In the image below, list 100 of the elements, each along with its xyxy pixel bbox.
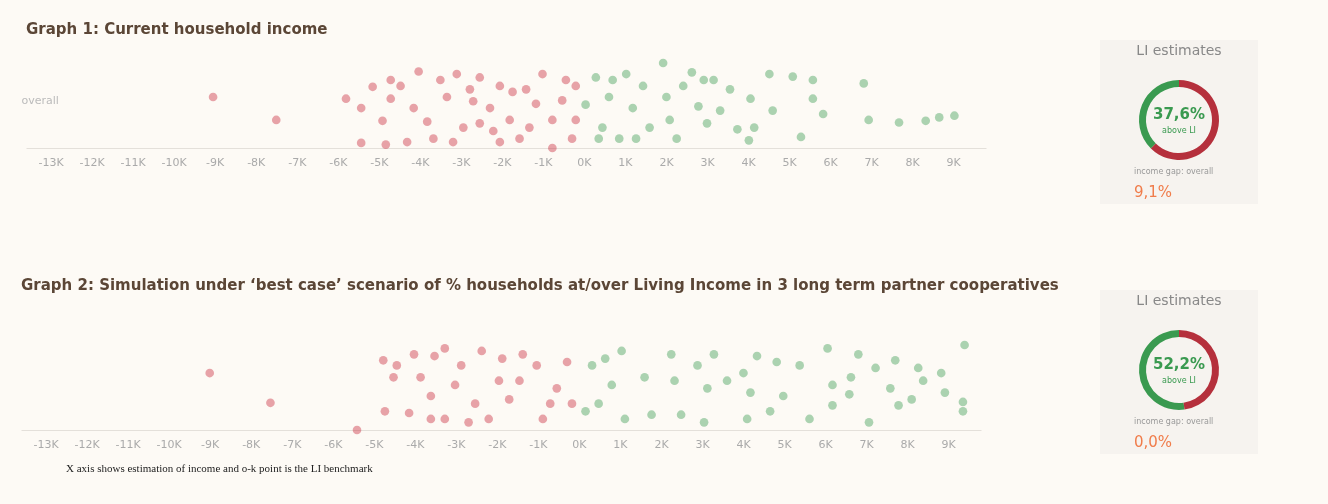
slice-label: above LI [1162,126,1196,135]
point [594,399,603,408]
point [871,363,880,373]
point [448,137,458,147]
point [356,103,366,113]
point [459,123,468,132]
point [854,350,863,359]
point [386,94,396,104]
point [742,414,752,424]
point [913,363,923,373]
x-tick-label: -9K [201,437,221,451]
point [788,72,798,81]
point [739,368,748,378]
data-label: 52,2% [1152,355,1206,373]
point [518,350,528,359]
y-axis-title: overall [21,93,59,107]
point [404,408,414,418]
x-tick-label: -4K [411,155,431,169]
point [440,344,450,353]
point [525,123,534,132]
point [430,351,439,361]
point [709,350,719,359]
x-tick-label: 9K [946,155,962,169]
point [422,117,432,126]
point [508,87,517,97]
x-tick-label: -6K [324,437,344,451]
point [620,414,630,424]
point [470,399,480,408]
point [426,414,436,424]
x-tick-label: -9K [206,155,226,169]
point [958,406,968,416]
point [828,401,837,410]
point [436,75,445,85]
x-tick-label: -3K [447,437,467,451]
point [778,391,788,401]
x-tick-label: 5K [777,437,793,451]
point [772,357,782,367]
point [389,372,398,382]
point [647,410,656,420]
point [205,368,215,378]
point [658,58,668,68]
point [614,134,624,143]
point [645,123,654,132]
x-tick-label: 2K [659,155,675,169]
point [368,82,377,92]
point [571,115,581,125]
point [934,113,944,122]
text: X axis shows estimation of income and o-k point is the LI benchmark [66,462,374,474]
point [672,134,681,143]
point [805,414,814,424]
x-tick-label: 8K [905,155,921,169]
point [409,103,419,113]
point [617,346,626,356]
point [940,388,950,397]
point [409,350,419,359]
point [426,391,436,401]
point [621,69,631,79]
point [552,384,562,393]
x-tick-label: 0K [577,155,593,169]
point [640,372,649,382]
point [380,406,390,416]
point [567,399,577,408]
point [687,68,697,77]
point [456,361,466,370]
text: 0,0% [1134,433,1173,451]
point [744,136,754,145]
point [591,73,601,82]
point [894,401,903,410]
point [548,143,557,153]
point [703,384,712,393]
point [494,376,504,386]
point [452,69,462,79]
point [702,119,712,128]
point [561,75,571,85]
x-tick-label: -2K [493,155,513,169]
point [531,99,541,109]
point [414,67,423,76]
point [746,94,755,104]
point [808,94,818,104]
point [607,380,617,390]
point [378,116,387,126]
x-tick-label: 4K [736,437,752,451]
point [356,138,366,148]
point [765,69,774,79]
point [699,75,709,85]
x-tick-label: -10K [161,155,188,169]
point [676,410,686,420]
x-tick-label: 0K [572,437,588,451]
point [450,380,460,390]
point [567,134,577,143]
point [921,116,931,126]
text: 9,1% [1134,183,1173,201]
point [823,344,832,353]
point [894,118,904,127]
point [208,92,218,102]
x-tick-label: -2K [488,437,508,451]
x-tick-label: -6K [329,155,349,169]
point [598,123,607,132]
x-tick-label: 3K [695,437,711,451]
point [694,102,703,111]
